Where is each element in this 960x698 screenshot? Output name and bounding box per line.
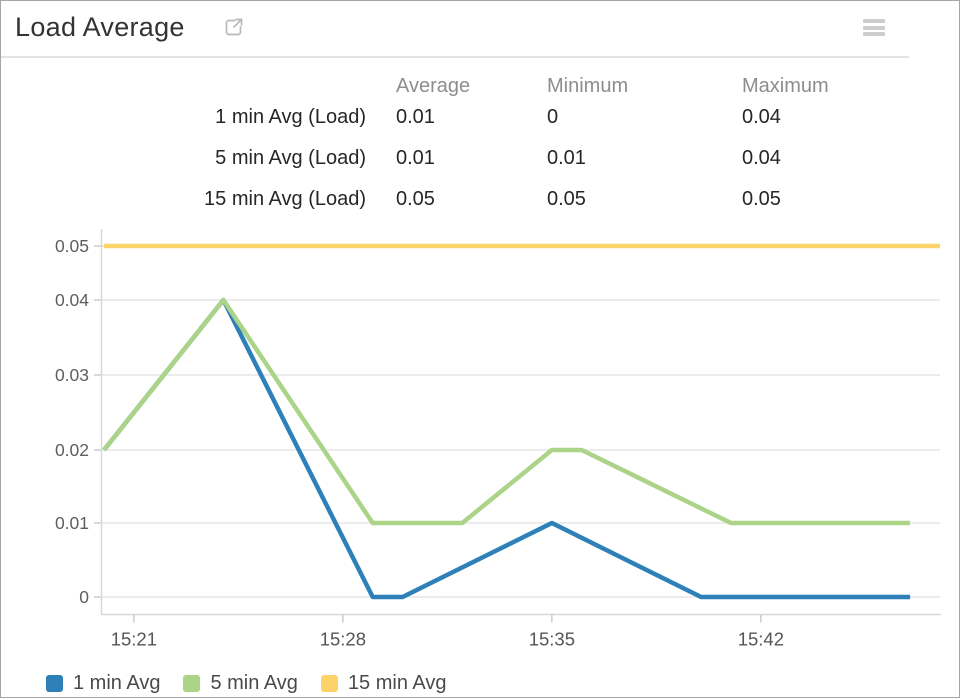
x-axis-label: 15:42 xyxy=(738,629,784,650)
legend-item-15min[interactable]: 15 min Avg xyxy=(320,672,447,695)
stat-cell: 0 xyxy=(547,106,559,128)
series-line-5-min-avg xyxy=(102,297,911,526)
table-row: 5 min Avg (Load) 0.01 0.01 0.04 xyxy=(1,138,959,179)
widget-title: Load Average xyxy=(15,12,185,42)
y-axis-label: 0.04 xyxy=(55,290,89,310)
row-label: 5 min Avg (Load) xyxy=(215,147,366,169)
legend-item-5min[interactable]: 5 min Avg xyxy=(183,672,298,695)
legend-swatch xyxy=(320,675,338,692)
row-label: 1 min Avg (Load) xyxy=(215,106,366,128)
y-axis-label: 0.03 xyxy=(55,365,89,385)
legend-label: 1 min Avg xyxy=(73,672,161,694)
column-header-maximum: Maximum xyxy=(742,75,829,97)
x-axis-label: 15:35 xyxy=(529,629,575,650)
external-link-icon[interactable] xyxy=(223,17,244,38)
y-axis-label: 0.02 xyxy=(55,440,89,460)
table-row: 15 min Avg (Load) 0.05 0.05 0.05 xyxy=(1,179,959,220)
hamburger-menu-icon[interactable] xyxy=(863,19,885,36)
stats-table: Average Minimum Maximum 1 min Avg (Load)… xyxy=(1,75,959,220)
series-line-1-min-avg xyxy=(102,297,911,600)
row-label: 15 min Avg (Load) xyxy=(204,188,366,210)
hamburger-bar xyxy=(863,19,885,23)
stat-cell: 0.01 xyxy=(547,147,586,169)
stat-cell: 0.04 xyxy=(742,106,781,128)
x-axis-label: 15:21 xyxy=(111,629,157,650)
chart-legend: 1 min Avg 5 min Avg 15 min Avg xyxy=(46,672,470,695)
stat-cell: 0.01 xyxy=(396,147,435,169)
hamburger-bar xyxy=(863,32,885,36)
stat-cell: 0.05 xyxy=(742,188,781,210)
x-axis-label: 15:28 xyxy=(320,629,366,650)
legend-item-1min[interactable]: 1 min Avg xyxy=(46,672,160,695)
y-axis-label: 0.05 xyxy=(55,236,89,256)
column-header-average: Average xyxy=(396,75,471,97)
stat-cell: 0.05 xyxy=(396,188,435,210)
y-axis-label: 0 xyxy=(79,587,89,607)
header-divider xyxy=(1,56,909,58)
table-row: 1 min Avg (Load) 0.01 0 0.04 xyxy=(1,97,959,138)
stat-cell: 0.04 xyxy=(742,147,781,169)
stat-cell: 0.05 xyxy=(547,188,586,210)
legend-label: 5 min Avg xyxy=(210,672,298,694)
load-average-chart: 0 0.01 0.02 0.03 0.04 0.05 15:21 15:28 15:35 15:4… xyxy=(55,229,941,650)
legend-label: 15 min Avg xyxy=(347,672,447,694)
stat-cell: 0.01 xyxy=(396,106,435,128)
column-header-minimum: Minimum xyxy=(547,75,629,97)
legend-swatch xyxy=(183,675,201,692)
stats-header-row: Average Minimum Maximum xyxy=(1,75,959,97)
legend-swatch xyxy=(46,675,63,692)
y-axis-label: 0.01 xyxy=(55,513,89,533)
hamburger-bar xyxy=(863,25,885,30)
